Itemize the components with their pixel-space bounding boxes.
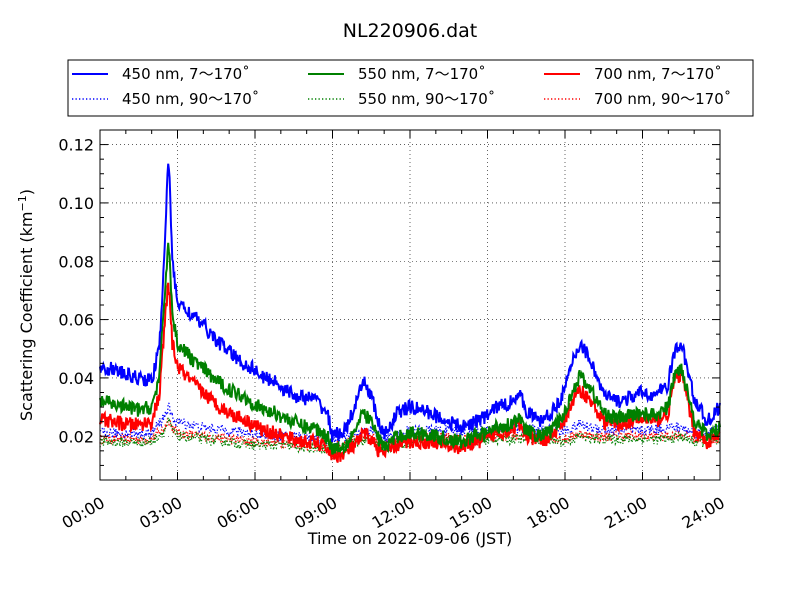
y-tick-label: 0.08 xyxy=(58,252,94,271)
y-tick-label: 0.04 xyxy=(58,369,94,388)
series-layer xyxy=(99,163,721,463)
y-tick-label: 0.10 xyxy=(58,194,94,213)
y-axis-label-close: ) xyxy=(17,189,36,195)
y-axis-label-exponent: −1 xyxy=(16,195,29,211)
grid xyxy=(100,130,720,480)
legend-label-0: 450 nm, 7～170˚ xyxy=(122,65,250,83)
legend-label-5: 700 nm, 90～170˚ xyxy=(594,90,731,108)
legend-label-4: 550 nm, 90～170˚ xyxy=(358,90,495,108)
series-line-3 xyxy=(99,402,721,447)
chart-title: NL220906.dat xyxy=(343,20,478,42)
legend-label-1: 550 nm, 7～170˚ xyxy=(358,65,486,83)
x-axis-label: Time on 2022-09-06 (JST) xyxy=(307,529,512,548)
y-axis-ticks: 0.02 0.04 0.06 0.08 0.10 0.12 xyxy=(58,136,720,466)
y-tick-label: 0.02 xyxy=(58,427,94,446)
series-line-1 xyxy=(99,242,721,456)
legend-label-3: 450 nm, 90～170˚ xyxy=(122,90,259,108)
legend-frame xyxy=(67,59,754,117)
legend: 450 nm, 7～170˚ 550 nm, 7～170˚ 700 nm, 7～17… xyxy=(67,59,754,117)
y-tick-label: 0.12 xyxy=(58,136,94,155)
y-axis-label: Scattering Coefficient (km−1) xyxy=(16,189,36,421)
y-tick-label: 0.06 xyxy=(58,311,94,330)
legend-label-2: 700 nm, 7～170˚ xyxy=(594,65,722,83)
series-line-0 xyxy=(99,163,721,442)
y-axis-label-main: Scattering Coefficient (km xyxy=(17,211,36,421)
